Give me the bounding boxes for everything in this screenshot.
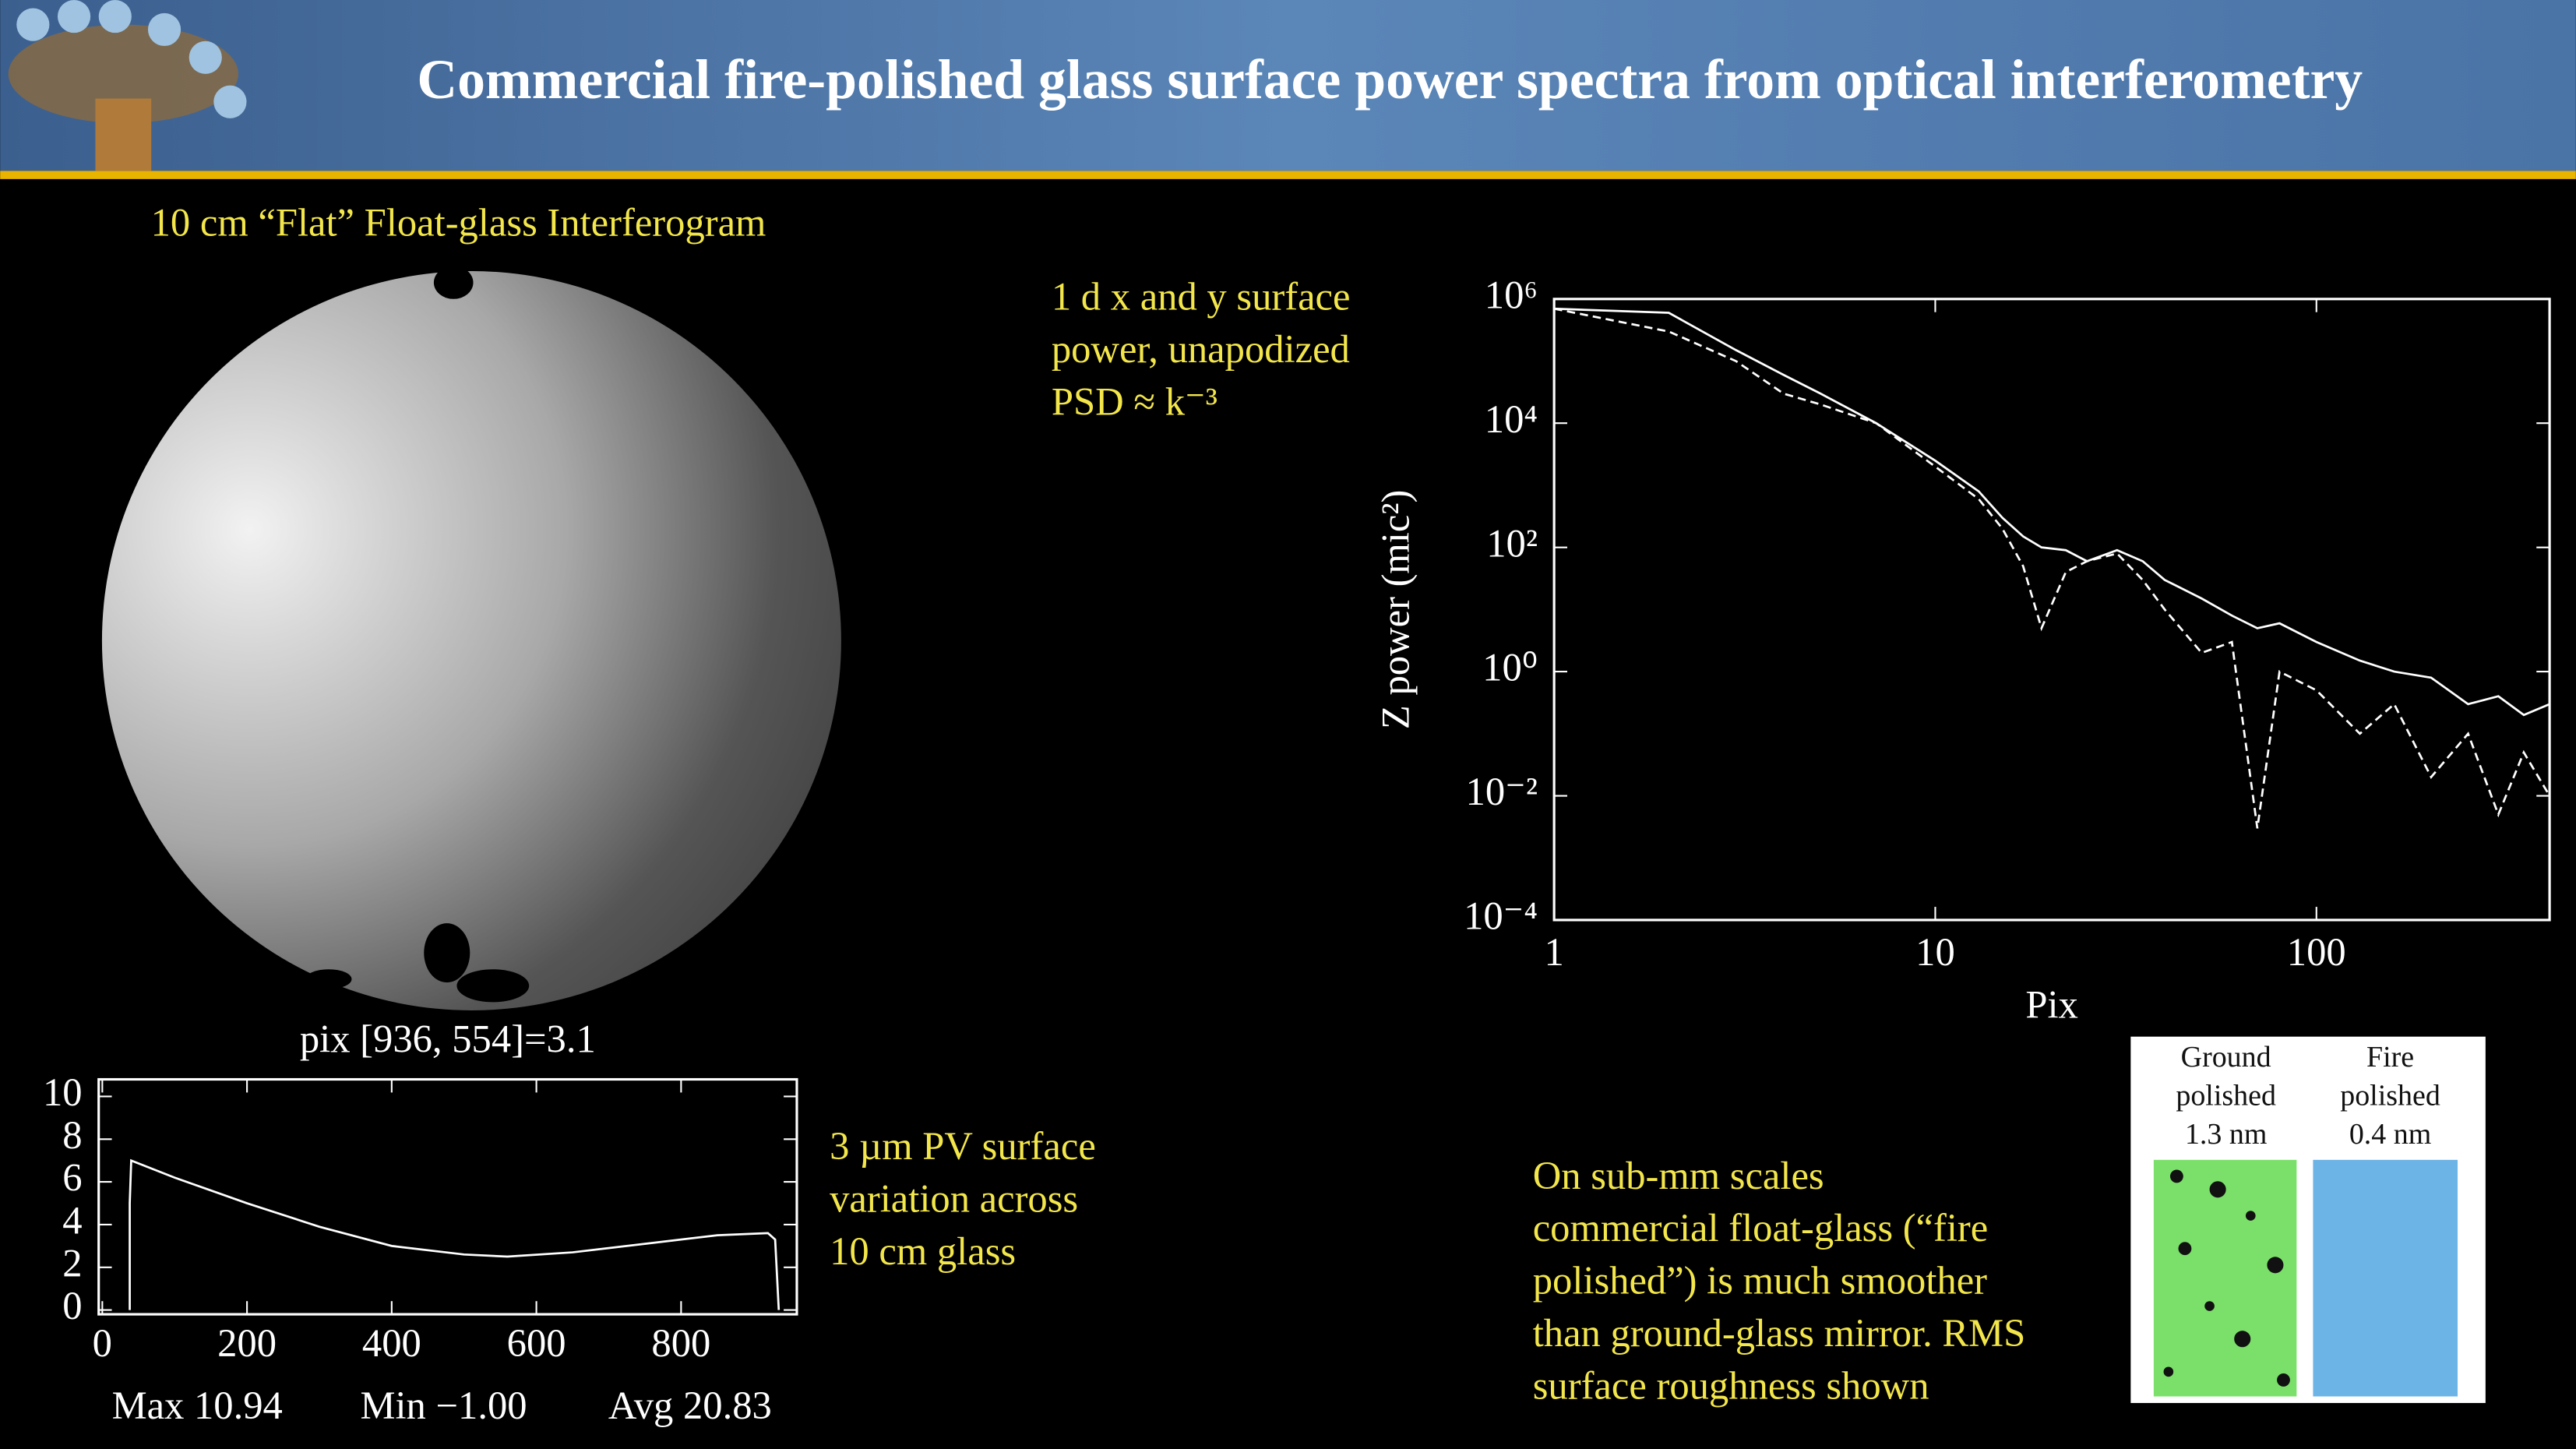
x-tick-label: 10: [1915, 930, 1955, 974]
y-tick-label: 10⁻²: [1466, 770, 1538, 813]
x-tick-label: 600: [507, 1321, 566, 1365]
note-line: 0.4 nm: [2349, 1118, 2431, 1151]
ground-sample: [2153, 1159, 2297, 1397]
y-tick-label: 10⁶: [1485, 273, 1538, 316]
note-line: Fire: [2366, 1041, 2414, 1074]
note-line: 10 cm glass: [830, 1229, 1016, 1273]
banner: [0, 0, 2576, 171]
plot-frame: [1552, 298, 2551, 922]
banner-rule: [0, 171, 2576, 179]
note-line: power, unapodized: [1052, 327, 1350, 371]
x-tick-label: 200: [217, 1321, 277, 1365]
data-line: [1553, 307, 2551, 829]
note-line: 1.3 nm: [2185, 1118, 2267, 1151]
data-line: [129, 1158, 781, 1310]
y-tick-label: 10⁴: [1485, 397, 1538, 441]
x-tick-label: 1: [1544, 930, 1563, 974]
x-tick-label: 400: [362, 1321, 421, 1365]
stat: Min −1.00: [360, 1384, 527, 1427]
note-line: 3 µm PV surface: [830, 1124, 1096, 1168]
y-tick-label: 10²: [1486, 521, 1538, 565]
y-tick-label: 10: [43, 1070, 83, 1114]
x-tick-label: 100: [2287, 930, 2346, 974]
y-axis-label: Z power (mic²): [1374, 490, 1418, 729]
y-tick-label: 0: [62, 1284, 82, 1327]
y-tick-label: 10⁻⁴: [1464, 894, 1538, 938]
note-line: than ground-glass mirror. RMS: [1533, 1311, 2026, 1355]
interferogram: [101, 266, 841, 1010]
ground-sample-pits: [2163, 1169, 2290, 1387]
note-line: PSD ≈ k⁻³: [1052, 379, 1218, 423]
stat: Avg 20.83: [608, 1384, 772, 1427]
y-tick-label: 10⁰: [1482, 646, 1538, 689]
x-axis-label: Pix: [2025, 982, 2078, 1026]
slide-title: Commercial fire-polished glass surface p…: [417, 48, 2363, 111]
note-line: On sub-mm scales: [1533, 1154, 1824, 1197]
y-tick-label: 6: [62, 1156, 82, 1200]
y-tick-label: 8: [62, 1113, 82, 1157]
plot-frame: [97, 1077, 798, 1316]
chart-title: pix [936, 554]=3.1: [300, 1017, 596, 1061]
y-tick-label: 4: [62, 1199, 82, 1243]
x-tick-label: 0: [93, 1321, 112, 1365]
x-tick-label: 800: [651, 1321, 710, 1365]
note-line: commercial float-glass (“fire: [1533, 1206, 1989, 1250]
interferogram-caption: 10 cm “Flat” Float-glass Interferogram: [151, 201, 766, 245]
fire-sample: [2313, 1159, 2458, 1397]
note-line: variation across: [830, 1176, 1078, 1220]
note-line: polished: [2340, 1079, 2440, 1112]
note-line: Ground: [2181, 1041, 2271, 1074]
telescope-logo: [8, 0, 247, 171]
data-line: [1554, 307, 2550, 717]
note-line: surface roughness shown: [1533, 1364, 1929, 1408]
y-tick-label: 2: [62, 1241, 82, 1285]
note-line: polished”) is much smoother: [1533, 1259, 1987, 1303]
stat: Max 10.94: [112, 1384, 283, 1427]
note-line: 1 d x and y surface: [1052, 275, 1351, 319]
note-line: polished: [2176, 1079, 2276, 1112]
